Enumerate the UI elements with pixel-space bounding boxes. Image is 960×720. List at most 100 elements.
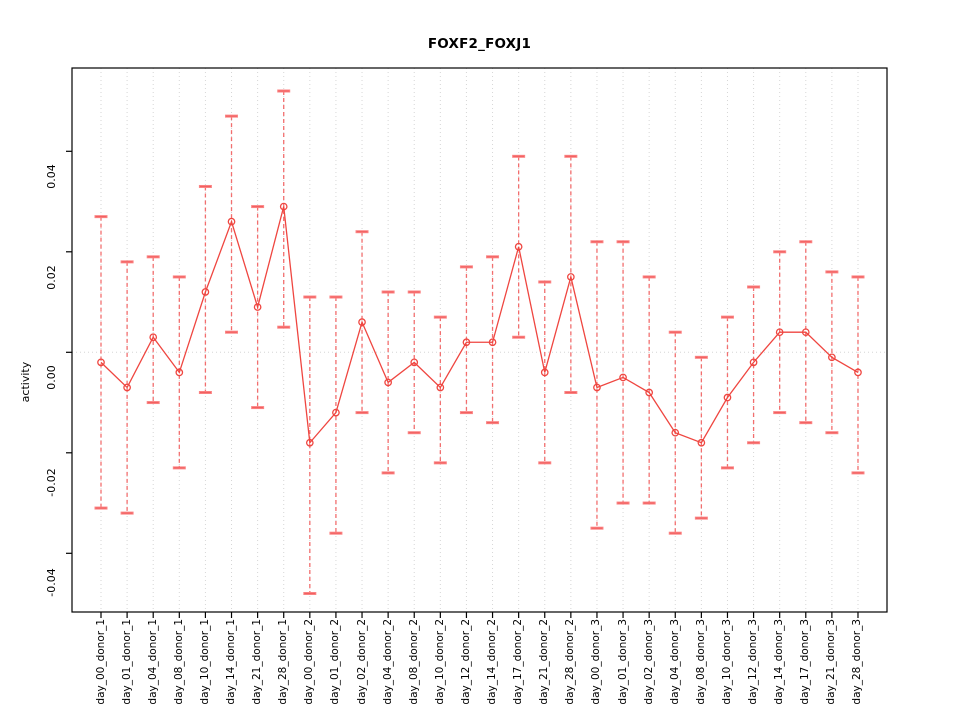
x-tick-label-text: day_00_donor_3 bbox=[590, 619, 603, 705]
data-point bbox=[253, 303, 262, 311]
data-point bbox=[854, 368, 862, 377]
data-point bbox=[123, 383, 131, 392]
series-line bbox=[100, 206, 859, 445]
data-point bbox=[645, 388, 654, 397]
plot-border bbox=[71, 67, 888, 613]
x-tick-label: day_17_donor_2 bbox=[512, 619, 525, 707]
data-point bbox=[175, 368, 184, 377]
x-tick-label-text: day_17_donor_2 bbox=[512, 619, 525, 705]
data-point bbox=[619, 373, 627, 382]
x-tick-label: day_04_donor_2 bbox=[381, 619, 394, 707]
x-tick-label: day_28_donor_3 bbox=[851, 619, 864, 707]
x-tick-label-text: day_28_donor_2 bbox=[564, 619, 577, 705]
x-tick-label: day_12_donor_3 bbox=[747, 619, 760, 707]
x-tick-label: day_10_donor_3 bbox=[720, 619, 733, 707]
x-tick-label: day_02_donor_3 bbox=[642, 619, 655, 707]
x-tick-label-text: day_14_donor_3 bbox=[773, 619, 786, 705]
x-tick-label: day_02_donor_2 bbox=[355, 619, 368, 707]
chart-title: FOXF2_FOXJ1 bbox=[427, 36, 532, 52]
x-tick-label-text: day_12_donor_2 bbox=[459, 619, 472, 705]
x-tick-label-text: day_01_donor_3 bbox=[616, 619, 629, 705]
x-tick-label-text: day_01_donor_1 bbox=[120, 619, 133, 705]
data-point bbox=[697, 438, 706, 447]
x-tick-label: day_21_donor_2 bbox=[538, 619, 551, 707]
x-tick-label: day_08_donor_3 bbox=[694, 619, 707, 707]
data-point bbox=[227, 217, 236, 226]
x-tick-label: day_08_donor_1 bbox=[172, 619, 185, 707]
x-tick-label-text: day_21_donor_3 bbox=[825, 619, 838, 705]
x-tick-label-text: day_02_donor_2 bbox=[355, 619, 368, 705]
data-point bbox=[462, 338, 471, 347]
x-tick-label-text: day_12_donor_3 bbox=[747, 619, 760, 705]
x-tick-label-text: day_10_donor_2 bbox=[433, 619, 446, 705]
data-point bbox=[723, 393, 732, 402]
x-tick-label: day_17_donor_3 bbox=[799, 619, 812, 707]
x-tick-label: day_04_donor_1 bbox=[147, 619, 159, 707]
y-tick-label-text: -0.02 bbox=[45, 468, 58, 497]
y-tick-label-text: 0.00 bbox=[45, 365, 58, 391]
x-tick-label: day_14_donor_3 bbox=[773, 619, 786, 707]
error-bars bbox=[94, 89, 865, 595]
y-tick-label-text: -0.04 bbox=[45, 568, 58, 597]
x-tick-label: day_00_donor_3 bbox=[590, 619, 603, 707]
x-tick-label-text: day_14_donor_2 bbox=[486, 619, 499, 705]
x-tick-label: day_12_donor_2 bbox=[459, 619, 472, 707]
x-tick-label-text: day_21_donor_2 bbox=[538, 619, 551, 705]
x-tick-label: day_28_donor_2 bbox=[564, 619, 577, 707]
x-tick-label: day_10_donor_2 bbox=[433, 619, 446, 707]
data-point bbox=[593, 383, 601, 392]
x-tick-label-text: day_01_donor_2 bbox=[329, 619, 342, 705]
x-tick-label-text: day_14_donor_1 bbox=[225, 619, 237, 705]
y-tick-label: 0.00 bbox=[45, 365, 58, 393]
data-point bbox=[775, 328, 784, 337]
x-tick-label-text: day_00_donor_1 bbox=[94, 619, 107, 705]
x-tick-label: day_28_donor_1 bbox=[277, 619, 290, 707]
x-tick-label: day_14_donor_2 bbox=[486, 619, 499, 707]
x-tick-label-text: day_04_donor_2 bbox=[381, 619, 394, 705]
data-points bbox=[97, 202, 862, 447]
data-point bbox=[279, 202, 288, 211]
x-tick-label-text: day_28_donor_1 bbox=[277, 619, 290, 705]
y-tick-label: 0.02 bbox=[45, 265, 58, 292]
y-tick-label: -0.04 bbox=[45, 568, 58, 599]
x-tick-label: day_01_donor_3 bbox=[616, 619, 629, 707]
data-point bbox=[828, 353, 836, 362]
data-point bbox=[305, 438, 314, 447]
data-point bbox=[567, 273, 575, 281]
data-point bbox=[749, 358, 758, 367]
data-point bbox=[201, 288, 210, 296]
y-tick-label: -0.02 bbox=[45, 468, 58, 498]
x-tick-label: day_01_donor_1 bbox=[120, 619, 133, 707]
x-tick-label-text: day_04_donor_3 bbox=[668, 619, 681, 705]
y-tick-label: 0.04 bbox=[45, 164, 58, 192]
x-tick-label: day_21_donor_1 bbox=[251, 619, 264, 707]
x-tick-label-text: day_28_donor_3 bbox=[851, 619, 864, 705]
x-tick-label: day_21_donor_3 bbox=[825, 619, 838, 707]
x-tick-label-text: day_00_donor_2 bbox=[303, 619, 316, 705]
data-point bbox=[410, 358, 419, 367]
x-tick-label: day_00_donor_2 bbox=[303, 619, 316, 707]
x-tick-label-text: day_10_donor_1 bbox=[198, 619, 211, 705]
x-tick-label-text: day_21_donor_1 bbox=[251, 619, 264, 705]
y-tick-label-text: 0.04 bbox=[45, 164, 58, 190]
data-point bbox=[332, 408, 340, 417]
x-tick-label: day_14_donor_1 bbox=[225, 619, 237, 707]
x-tick-label-text: day_17_donor_3 bbox=[799, 619, 812, 705]
data-point bbox=[384, 378, 392, 387]
x-tick-label-text: day_08_donor_3 bbox=[694, 619, 707, 705]
x-tick-label: day_01_donor_2 bbox=[329, 619, 342, 707]
data-point bbox=[436, 383, 445, 392]
x-tick-label-text: day_02_donor_3 bbox=[642, 619, 655, 705]
x-tick-label-text: day_08_donor_1 bbox=[172, 619, 185, 705]
data-point bbox=[801, 328, 810, 337]
data-point bbox=[149, 333, 158, 342]
data-point bbox=[540, 368, 549, 377]
x-tick-label: day_00_donor_1 bbox=[94, 619, 107, 707]
data-point bbox=[97, 358, 105, 367]
gridlines bbox=[72, 68, 887, 612]
x-tick-label: day_08_donor_2 bbox=[408, 619, 420, 707]
x-tick-label-text: day_10_donor_3 bbox=[720, 619, 733, 705]
data-point bbox=[514, 242, 523, 251]
